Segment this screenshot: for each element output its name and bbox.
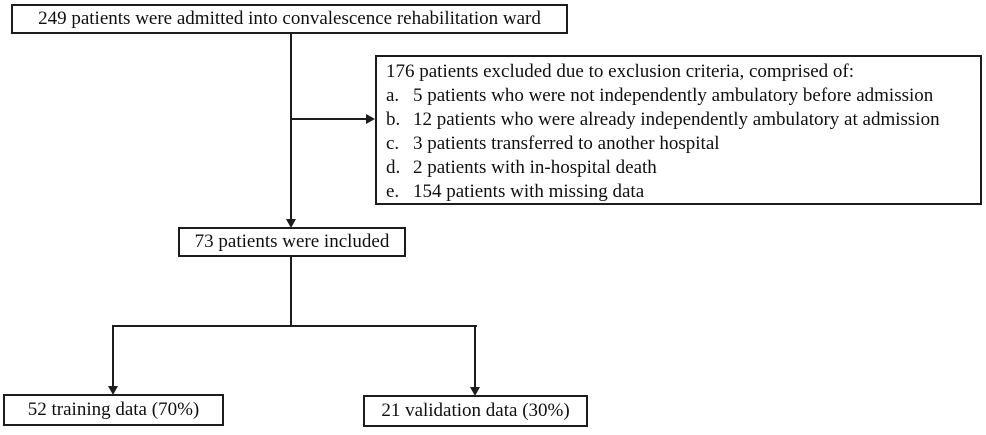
box-training: 52 training data (70%)	[3, 394, 224, 426]
connector-split-horizontal	[112, 325, 477, 327]
arrow-down-training-icon	[108, 386, 118, 395]
box-excluded: 176 patients excluded due to exclusion c…	[375, 55, 982, 205]
box-admitted: 249 patients were admitted into convales…	[11, 4, 568, 34]
box-included-text: 73 patients were included	[194, 231, 390, 252]
excluded-item-marker: b.	[386, 109, 401, 130]
excluded-item-text: 154 patients with missing data	[413, 181, 645, 202]
connector-branch-to-excluded	[291, 118, 367, 120]
excluded-item-e: e. 154 patients with missing data	[386, 180, 971, 204]
excluded-item-marker: e.	[386, 181, 400, 202]
arrow-down-included-icon	[286, 219, 296, 228]
excluded-item-marker: d.	[386, 157, 401, 178]
box-validation-text: 21 validation data (30%)	[381, 400, 570, 421]
arrow-down-validation-icon	[470, 387, 480, 396]
box-admitted-text: 249 patients were admitted into convales…	[38, 8, 541, 29]
excluded-item-b: b. 12 patients who were already independ…	[386, 108, 971, 132]
excluded-item-text: 12 patients who were already independent…	[413, 109, 940, 130]
connector-admitted-to-included	[290, 33, 292, 220]
connector-included-to-split	[290, 256, 292, 327]
excluded-item-text: 5 patients who were not independently am…	[413, 85, 934, 106]
box-validation: 21 validation data (30%)	[363, 395, 588, 427]
connector-split-to-validation	[474, 325, 476, 387]
excluded-item-marker: a.	[386, 85, 400, 106]
excluded-item-c: c. 3 patients transferred to another hos…	[386, 132, 971, 156]
excluded-item-marker: c.	[386, 133, 400, 154]
excluded-item-d: d. 2 patients with in-hospital death	[386, 156, 971, 180]
excluded-item-text: 3 patients transferred to another hospit…	[413, 133, 720, 154]
excluded-header: 176 patients excluded due to exclusion c…	[386, 61, 854, 82]
excluded-item-a: a. 5 patients who were not independently…	[386, 84, 971, 108]
excluded-item-text: 2 patients with in-hospital death	[413, 157, 657, 178]
connector-split-to-training	[112, 325, 114, 386]
box-training-text: 52 training data (70%)	[27, 399, 200, 420]
arrow-right-excluded-icon	[366, 114, 375, 124]
box-included: 73 patients were included	[178, 227, 406, 257]
